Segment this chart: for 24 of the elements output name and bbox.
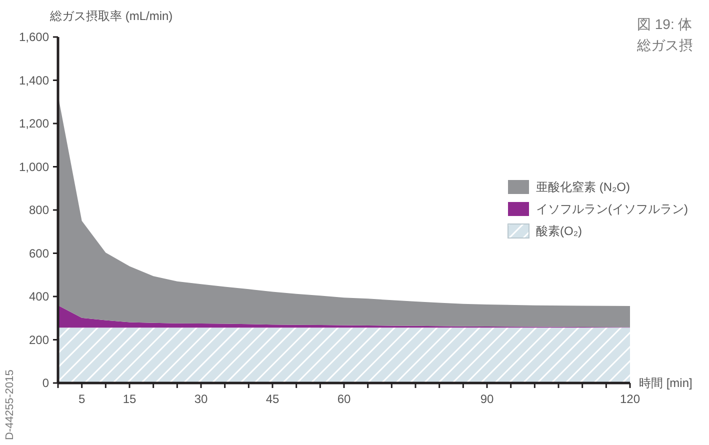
y-tick-label: 1,400 [18,73,50,88]
x-tick-label: 5 [78,392,86,406]
text: D-44255-2015 [4,370,16,440]
y-tick-label: 600 [28,246,50,260]
x-tick-label: 60 [337,392,351,406]
x-tick-label: 15 [122,392,136,406]
legend-label: 亜酸化窒素 (N₂O) [536,180,630,194]
x-tick-label: 90 [480,392,494,406]
y-tick-label: 1,600 [18,30,50,44]
legend-label: 酸素(O₂) [536,224,582,238]
x-tick-label: 30 [194,392,208,406]
y-tick-label: 200 [28,332,50,347]
x-tick-label: 45 [266,392,280,406]
x-tick-label: 120 [620,392,640,406]
y-tick-label: 1,200 [18,116,50,131]
y-axis-title: 総ガス摂取率 (mL/min) [49,9,173,23]
y-tick-label: 800 [28,203,50,218]
y-tick-label: 1,000 [18,160,50,174]
text: 図 19: 体 [637,16,692,32]
y-tick-label: 400 [28,290,50,304]
legend-label: イソフルラン(イソフルラン) [536,202,688,216]
text: 総ガス摂 [636,37,693,53]
x-axis-title: 時間 [min] [639,376,692,390]
y-tick-label: 0 [42,376,50,390]
